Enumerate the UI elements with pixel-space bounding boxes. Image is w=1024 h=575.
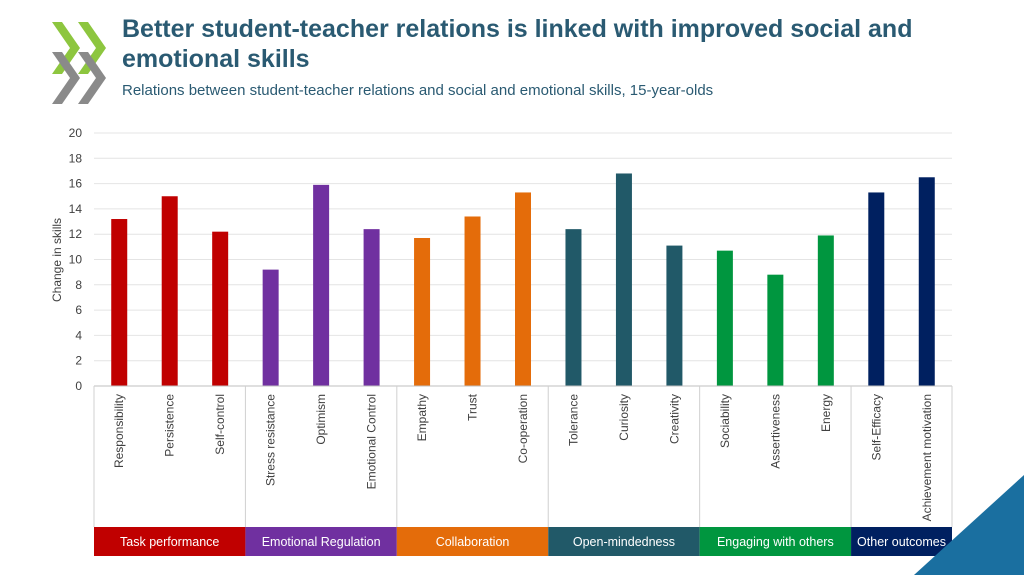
- category-label: Co-operation: [516, 394, 530, 463]
- bar: [212, 231, 229, 386]
- category-label: Assertiveness: [768, 394, 782, 469]
- bar: [515, 192, 531, 386]
- group-label: Task performance: [120, 535, 219, 549]
- category-label: Tolerance: [566, 394, 580, 446]
- bar: [767, 274, 784, 386]
- corner-triangle-decoration: [914, 475, 1024, 575]
- category-label: Persistence: [163, 394, 177, 457]
- group-label: Emotional Regulation: [262, 535, 381, 549]
- category-label: Energy: [819, 394, 833, 432]
- y-tick-label: 16: [69, 177, 83, 191]
- category-label: Empathy: [415, 394, 429, 441]
- category-label: Curiosity: [617, 394, 631, 441]
- y-tick-label: 4: [75, 328, 82, 342]
- category-label: Self-Efficacy: [869, 394, 883, 460]
- group-label: Engaging with others: [717, 535, 834, 549]
- y-tick-label: 2: [75, 354, 82, 368]
- y-tick-label: 14: [69, 202, 83, 216]
- bar: [817, 235, 834, 386]
- y-tick-label: 18: [69, 151, 83, 165]
- group-band: [851, 527, 952, 556]
- bar: [464, 216, 481, 386]
- group-label: Other outcomes: [857, 535, 946, 549]
- category-label: Responsibility: [112, 394, 126, 468]
- bar: [414, 237, 431, 386]
- bar: [363, 229, 380, 386]
- category-label: Emotional Control: [365, 394, 379, 489]
- slide-subtitle: Relations between student-teacher relati…: [122, 82, 714, 99]
- group-band: [245, 527, 397, 556]
- oecd-chevron-logo: [52, 22, 106, 104]
- bar: [111, 219, 128, 386]
- category-label: Creativity: [667, 394, 681, 444]
- y-axis-label: Change in skills: [50, 218, 64, 302]
- bar: [161, 196, 178, 386]
- bar: [918, 177, 935, 386]
- y-tick-label: 6: [75, 303, 82, 317]
- bar: [313, 184, 330, 386]
- group-label: Open-mindedness: [573, 535, 675, 549]
- group-band: [699, 527, 852, 556]
- group-band: [548, 527, 700, 556]
- category-label: Achievement motivation: [920, 394, 934, 521]
- bar: [262, 269, 279, 386]
- y-tick-label: 10: [69, 253, 83, 267]
- bar: [868, 192, 885, 386]
- category-label: Sociability: [718, 394, 732, 448]
- slide-title: Better student-teacher relations is link…: [122, 15, 913, 73]
- category-label: Stress resistance: [264, 394, 278, 486]
- y-tick-label: 0: [75, 379, 82, 393]
- y-tick-label: 8: [75, 278, 82, 292]
- bar: [565, 229, 582, 386]
- group-label: Collaboration: [436, 535, 510, 549]
- group-band: [94, 527, 246, 556]
- category-label: Trust: [466, 393, 480, 421]
- bar: [615, 173, 632, 386]
- bar: [716, 250, 733, 386]
- category-label: Optimism: [314, 394, 328, 445]
- bar: [666, 245, 683, 386]
- y-tick-label: 12: [69, 227, 83, 241]
- category-label: Self-control: [213, 394, 227, 455]
- group-band: [396, 527, 549, 556]
- y-tick-label: 20: [69, 126, 83, 140]
